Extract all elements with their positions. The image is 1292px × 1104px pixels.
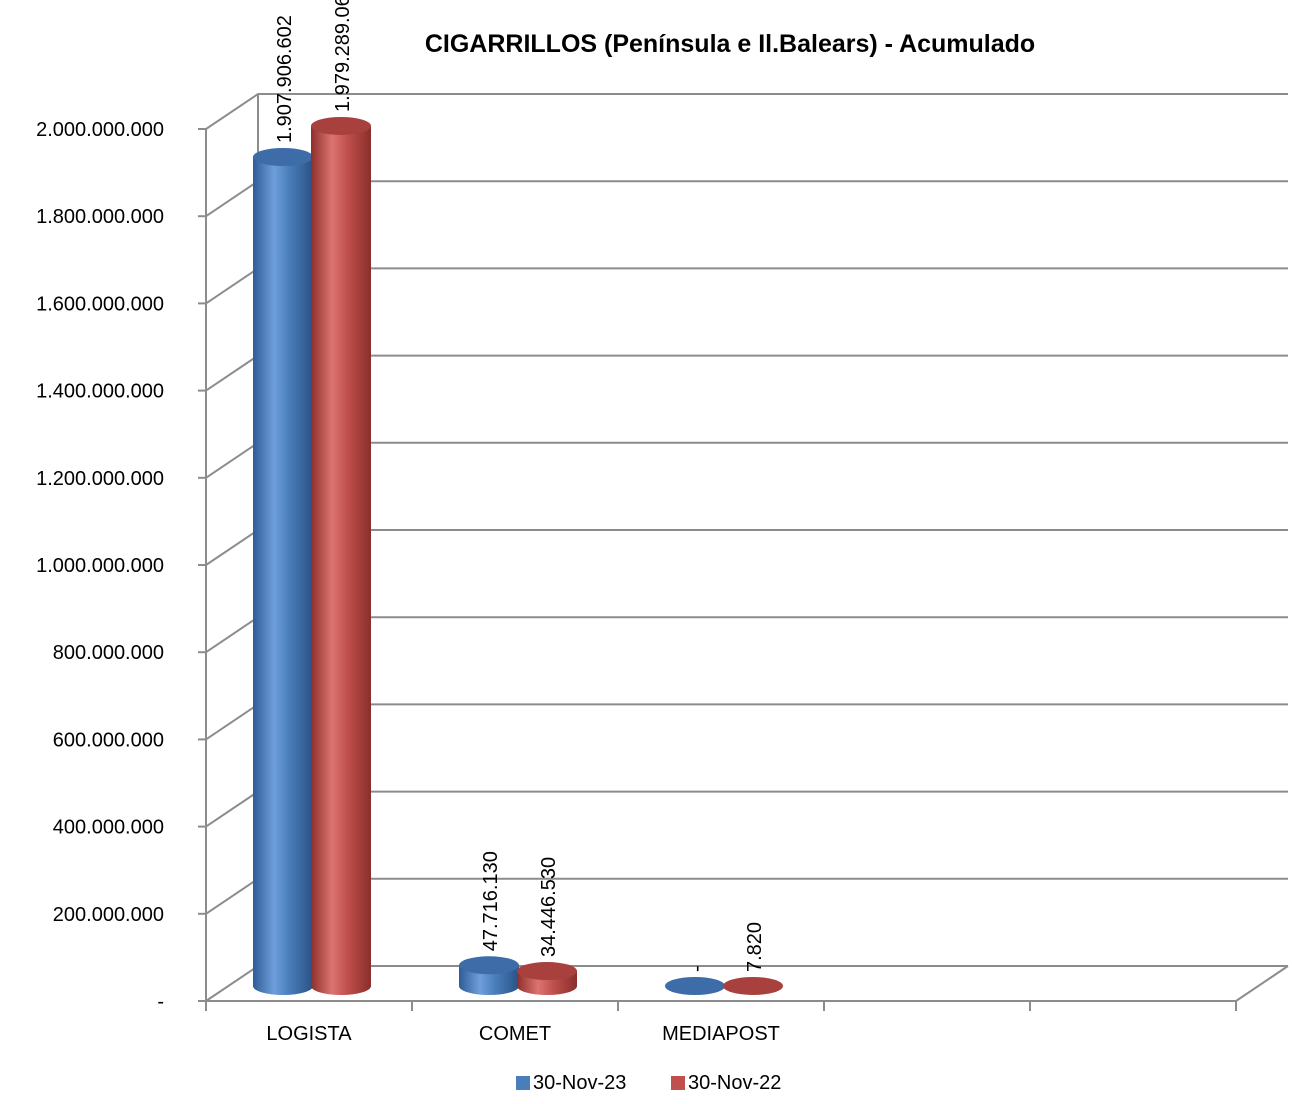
gridline-side-4 <box>205 616 259 654</box>
gridline-side-8 <box>205 267 259 305</box>
y-tick-label: 2.000.000.000 <box>36 119 164 141</box>
y-tick-label: 1.400.000.000 <box>36 381 164 403</box>
gridline-side-9 <box>205 180 259 218</box>
legend-swatch-1 <box>671 1076 685 1090</box>
data-labels-layer: 1.907.906.602 1.979.289.068 47.716.130 34.4… <box>274 0 766 972</box>
y-tick-label: 1.200.000.000 <box>36 468 164 490</box>
y-tick-label: 600.000.000 <box>53 729 164 751</box>
y-tick-label: 1.000.000.000 <box>36 555 164 577</box>
data-label: 1.907.906.602 <box>274 15 296 143</box>
bar-body <box>311 125 371 996</box>
bar-top <box>459 956 519 975</box>
bar-top <box>253 148 313 166</box>
axis-layer: - 200.000.000 400.000.000 600.000.000 800.00… <box>36 119 1289 1045</box>
gridline-side-0 <box>205 965 259 1002</box>
bar-top <box>665 977 725 995</box>
bar-30-Nov-23-MEDIAPOST <box>665 977 725 995</box>
gridline-side-5 <box>205 529 259 566</box>
y-tick-label: 800.000.000 <box>53 642 164 664</box>
x-category-label: COMET <box>479 1023 551 1045</box>
gridline-side-6 <box>205 441 259 479</box>
x-category-label: LOGISTA <box>266 1023 352 1045</box>
y-tick-label: 400.000.000 <box>53 817 164 839</box>
gridline-side-2 <box>205 790 259 828</box>
gridline-side-7 <box>205 354 259 392</box>
data-label: 7.820 <box>744 922 766 972</box>
y-tick-label: - <box>157 991 164 1013</box>
legend: 30-Nov-23 30-Nov-22 <box>516 1072 781 1094</box>
data-label: 34.446.530 <box>538 857 560 957</box>
gridline-side-1 <box>205 877 259 915</box>
bar-30-Nov-22-COMET <box>517 962 577 995</box>
gridline-side-3 <box>205 703 259 741</box>
data-label: - <box>686 965 708 972</box>
bar-body <box>253 157 313 995</box>
y-tick-label: 1.600.000.000 <box>36 293 164 315</box>
bar-30-Nov-22-MEDIAPOST <box>723 976 783 995</box>
floor-right-edge <box>1235 965 1289 1002</box>
legend-label-0: 30-Nov-23 <box>533 1072 626 1094</box>
bar-30-Nov-22-LOGISTA <box>311 116 371 996</box>
data-label: 1.979.289.068 <box>332 0 354 112</box>
y-tick-label: 1.800.000.000 <box>36 206 164 228</box>
gridline-side-10 <box>205 93 259 130</box>
bar-30-Nov-23-LOGISTA <box>253 148 313 995</box>
y-tick-label: 200.000.000 <box>53 904 164 926</box>
legend-swatch-0 <box>516 1076 530 1090</box>
grid-layer <box>205 93 1288 1002</box>
bar-30-Nov-23-COMET <box>459 956 519 995</box>
legend-label-1: 30-Nov-22 <box>688 1072 781 1094</box>
chart-title: CIGARRILLOS (Península e Il.Balears) - A… <box>425 30 1035 58</box>
bars-layer <box>253 116 783 996</box>
bar-top <box>723 976 783 995</box>
data-label: 47.716.130 <box>480 851 502 951</box>
bar-top <box>517 962 577 981</box>
bar-top <box>311 116 371 135</box>
x-category-label: MEDIAPOST <box>662 1023 780 1045</box>
